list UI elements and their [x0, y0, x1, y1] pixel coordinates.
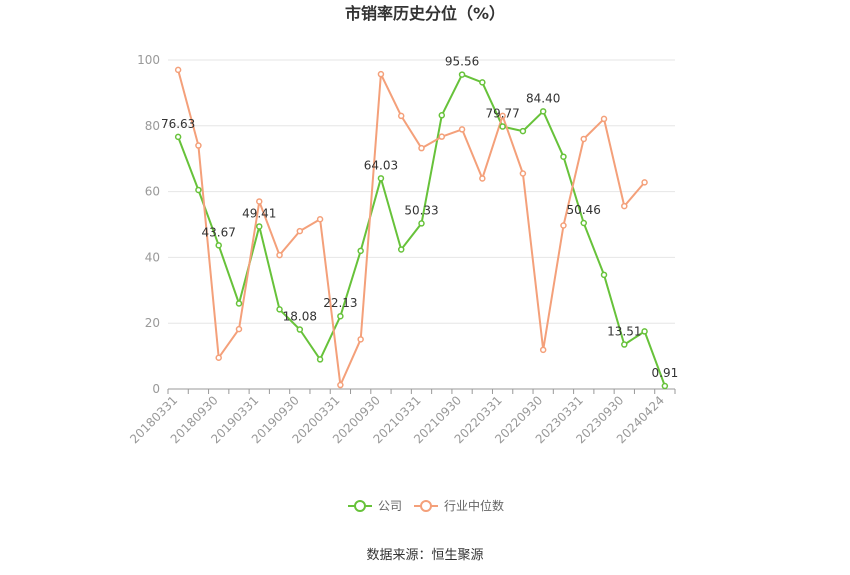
data-point: [560, 222, 567, 229]
data-point: [235, 325, 243, 333]
data-point: [174, 133, 182, 141]
data-point: [418, 144, 425, 152]
data-label: 84.40: [526, 91, 560, 105]
legend[interactable]: 公司 行业中位数: [348, 498, 504, 513]
data-point: [215, 354, 222, 361]
data-point: [337, 312, 344, 320]
data-point: [641, 328, 648, 335]
data-point: [357, 336, 364, 343]
data-point: [377, 175, 385, 182]
data-point: [316, 356, 324, 363]
legend-swatch-marker: [420, 500, 432, 512]
data-label: 50.46: [567, 203, 601, 217]
data-point: [195, 186, 202, 194]
data-label: 49.41: [242, 206, 276, 220]
data-point: [539, 108, 547, 115]
data-point: [479, 79, 486, 86]
data-point: [519, 127, 527, 135]
data-point: [621, 341, 628, 348]
data-point: [174, 66, 182, 74]
data-point: [580, 219, 587, 227]
series-points: [174, 66, 669, 390]
data-point: [621, 202, 628, 210]
data-point: [256, 198, 263, 205]
data-label: 50.33: [404, 203, 438, 217]
chart-title: 市销率历史分位（%）: [345, 4, 505, 23]
data-point: [296, 227, 304, 235]
data-point: [641, 179, 648, 186]
data-point: [539, 346, 547, 354]
y-tick-label: 20: [145, 316, 160, 330]
data-point: [438, 112, 446, 119]
data-label: 79.77: [485, 107, 519, 121]
legend-label: 行业中位数: [444, 498, 504, 513]
data-point: [235, 300, 243, 307]
data-label: 64.03: [364, 158, 398, 172]
y-tick-label: 60: [145, 185, 160, 199]
legend-swatch-marker: [354, 500, 366, 512]
data-point: [458, 126, 466, 133]
data-point: [418, 220, 425, 227]
data-label: 43.67: [202, 225, 236, 239]
y-tick-label: 40: [145, 250, 160, 264]
data-point: [600, 271, 608, 279]
data-label: 76.63: [161, 117, 195, 131]
data-point: [458, 71, 466, 78]
data-point: [519, 170, 527, 177]
data-labels: 76.63 43.67 49.41 18.08 22.13 64.03 50.33 95.56…: [161, 55, 678, 380]
series-line-0: [177, 73, 666, 387]
data-point: [397, 112, 405, 120]
data-label: 18.08: [283, 310, 317, 324]
series-lines: [177, 69, 666, 387]
data-point: [296, 326, 304, 333]
data-label: 13.51: [607, 325, 641, 339]
series-line-1: [177, 69, 646, 387]
data-point: [397, 246, 405, 253]
data-label: 95.56: [445, 55, 479, 69]
data-point: [600, 115, 608, 123]
data-point: [316, 215, 324, 223]
data-point: [580, 135, 587, 143]
y-tick-label: 0: [152, 382, 160, 396]
data-point: [560, 153, 567, 160]
grid: 0 20 40 60 80 100: [137, 53, 675, 396]
data-point: [661, 382, 669, 390]
y-tick-label: 80: [145, 119, 160, 133]
y-tick-label: 100: [137, 53, 160, 67]
data-point: [499, 123, 506, 130]
data-point: [479, 175, 486, 182]
data-label: 22.13: [323, 296, 357, 310]
data-point: [337, 381, 344, 389]
data-point: [276, 251, 283, 259]
data-point: [438, 133, 446, 140]
x-axis: 2018033120180930201903312019093020200331…: [127, 388, 676, 446]
data-point: [215, 242, 222, 249]
data-point: [256, 223, 263, 230]
data-point: [357, 247, 364, 255]
data-point: [499, 112, 506, 120]
legend-label: 公司: [378, 499, 402, 513]
data-source: 数据来源：恒生聚源: [366, 548, 483, 563]
data-point: [377, 70, 385, 78]
data-point: [276, 306, 283, 313]
data-label: 0.91: [652, 366, 679, 380]
data-point: [195, 142, 202, 149]
